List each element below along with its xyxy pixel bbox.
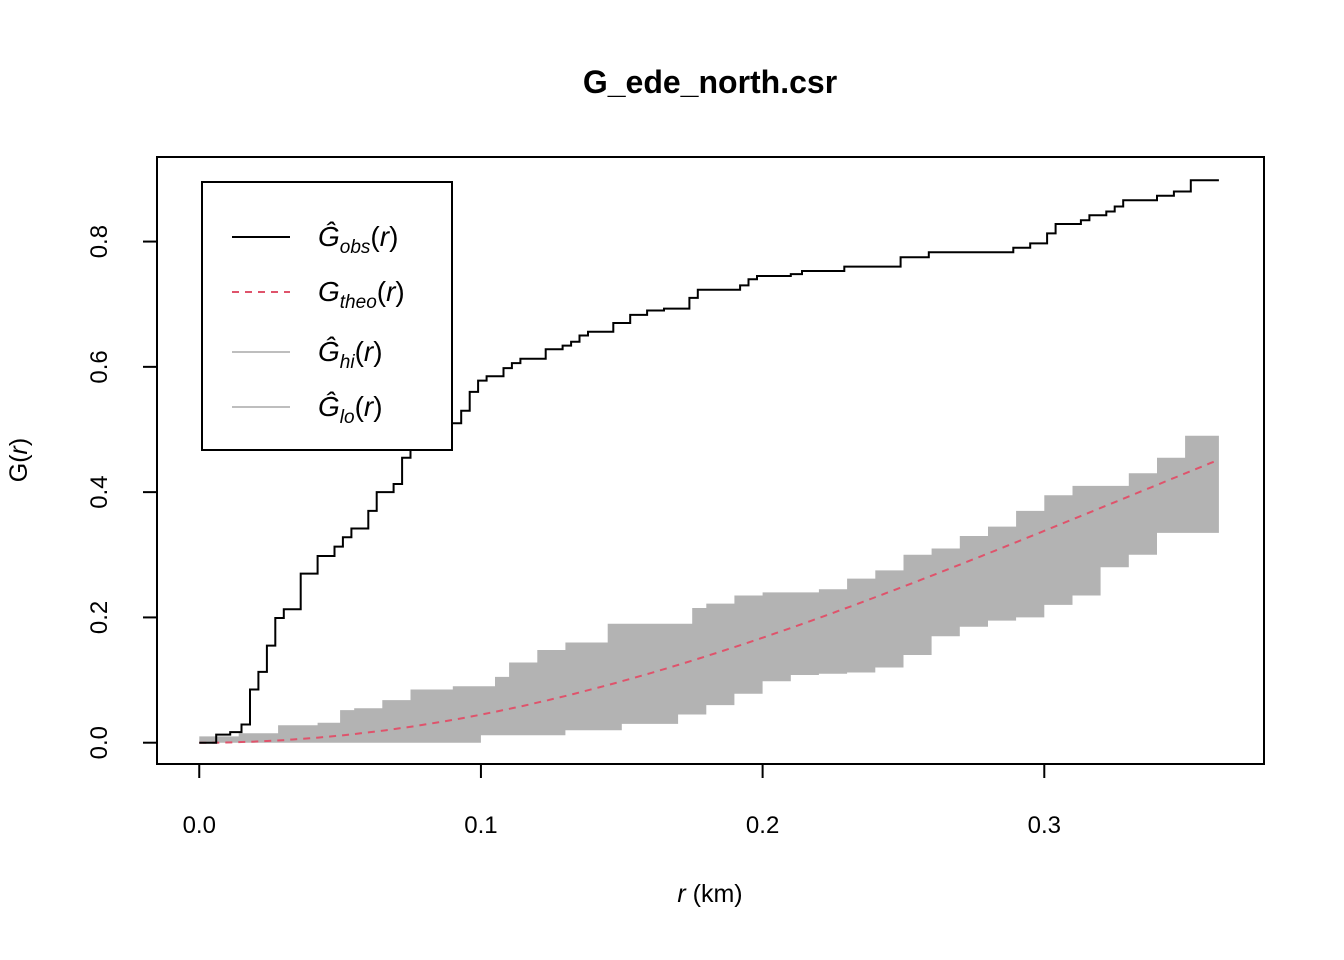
x-tick-label: 0.2 (746, 812, 779, 839)
obs-line-layer (199, 179, 1219, 744)
legend-label-theo: Gtheo(r) (318, 276, 405, 313)
y-axis-label: G(r) (5, 438, 33, 482)
legend-label-obs: Ĝobs(r) (318, 221, 398, 258)
x-axis-label-var: r (677, 880, 687, 908)
theo-line-layer (199, 458, 1220, 744)
legend-box (201, 181, 453, 451)
x-axis-label: r (km) (677, 880, 742, 908)
x-axis: 0.0 0.1 0.2 0.3 (183, 763, 1061, 839)
y-axis: 0.0 0.2 0.4 0.6 0.8 (86, 225, 158, 759)
legend: Ĝobs(r) Gtheo(r) Ĝhi(r) Ĝlo(r) (201, 181, 453, 451)
theo-line (199, 458, 1220, 744)
y-axis-label-base: G( (5, 454, 33, 482)
y-tick-label: 0.4 (86, 475, 113, 508)
envelope-band-layer (199, 424, 1219, 743)
x-tick-label: 0.3 (1028, 812, 1061, 839)
obs-line (199, 179, 1219, 744)
x-tick-label: 0.1 (464, 812, 497, 839)
y-tick-label: 0.6 (86, 350, 113, 383)
legend-label-lo: Ĝlo(r) (318, 391, 383, 428)
y-tick-label: 0.8 (86, 225, 113, 258)
envelope-band (199, 424, 1219, 743)
y-axis-label-close: ) (5, 438, 33, 446)
x-axis-label-unit: (km) (686, 880, 743, 908)
legend-label-hi: Ĝhi(r) (318, 336, 383, 373)
y-tick-label: 0.0 (86, 726, 113, 759)
y-axis-label-var: r (5, 444, 33, 454)
x-tick-label: 0.0 (183, 812, 216, 839)
chart-title: G_ede_north.csr (583, 64, 837, 100)
y-tick-label: 0.2 (86, 601, 113, 634)
